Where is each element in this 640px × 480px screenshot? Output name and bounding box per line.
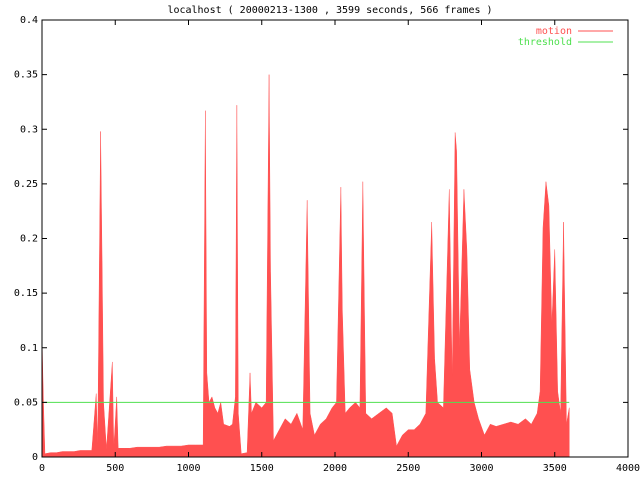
- y-tick-label: 0.2: [20, 234, 38, 245]
- x-tick-label: 0: [39, 463, 45, 474]
- y-tick-label: 0: [32, 452, 38, 463]
- x-tick-label: 2000: [323, 463, 347, 474]
- y-tick-label: 0.25: [14, 179, 38, 190]
- x-tick-label: 1000: [176, 463, 200, 474]
- y-tick-label: 0.05: [14, 397, 38, 408]
- y-tick-label: 0.15: [14, 288, 38, 299]
- legend-label: threshold: [518, 37, 572, 48]
- y-tick-label: 0.35: [14, 70, 38, 81]
- y-tick-label: 0.4: [20, 15, 38, 26]
- x-tick-label: 3500: [543, 463, 567, 474]
- y-tick-label: 0.1: [20, 343, 38, 354]
- x-tick-label: 4000: [616, 463, 640, 474]
- x-tick-label: 3000: [469, 463, 493, 474]
- legend-label: motion: [536, 26, 572, 37]
- motion-area: [41, 74, 570, 458]
- x-tick-label: 1500: [250, 463, 274, 474]
- x-tick-label: 2500: [396, 463, 420, 474]
- chart-title: localhost ( 20000213-1300 , 3599 seconds…: [167, 5, 492, 16]
- x-tick-label: 500: [106, 463, 124, 474]
- y-tick-label: 0.3: [20, 124, 38, 135]
